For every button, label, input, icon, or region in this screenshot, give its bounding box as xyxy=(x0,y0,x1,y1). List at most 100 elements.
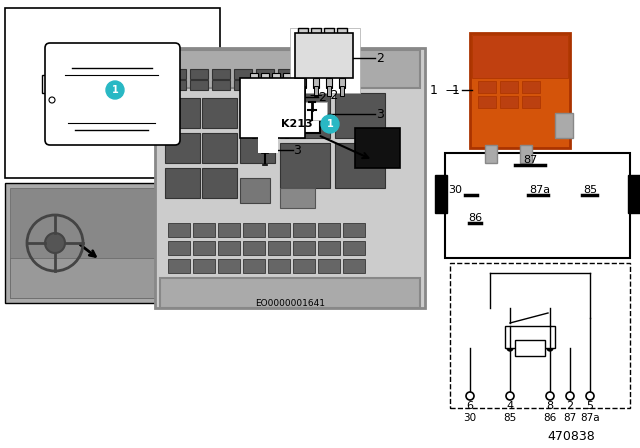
Text: 470838: 470838 xyxy=(547,430,595,443)
Bar xyxy=(160,50,420,88)
Bar xyxy=(293,223,315,237)
Circle shape xyxy=(49,97,55,103)
Bar xyxy=(293,241,315,255)
Bar xyxy=(324,28,334,36)
FancyBboxPatch shape xyxy=(45,43,180,145)
Circle shape xyxy=(507,345,513,351)
Circle shape xyxy=(586,392,594,400)
Text: 4: 4 xyxy=(506,401,513,411)
Bar xyxy=(243,223,265,237)
Bar xyxy=(485,145,497,163)
Bar xyxy=(500,81,518,93)
Bar xyxy=(327,86,331,96)
Bar xyxy=(522,81,540,93)
Bar xyxy=(234,69,252,79)
Bar xyxy=(285,113,290,123)
Text: 2: 2 xyxy=(318,90,326,103)
Bar xyxy=(252,113,257,123)
Text: 6: 6 xyxy=(467,401,474,411)
Bar xyxy=(247,83,297,113)
Bar xyxy=(168,80,186,90)
Bar xyxy=(278,80,296,90)
Bar xyxy=(278,69,296,79)
Text: 85: 85 xyxy=(583,185,597,195)
Bar xyxy=(301,86,305,96)
Bar xyxy=(252,123,255,138)
Text: 85: 85 xyxy=(504,413,516,423)
Bar xyxy=(300,78,306,88)
Circle shape xyxy=(547,345,553,351)
Text: 86: 86 xyxy=(543,413,557,423)
Bar xyxy=(10,188,155,298)
Text: 1  —: 1 — xyxy=(429,83,458,96)
Bar xyxy=(318,259,340,273)
Bar xyxy=(258,133,278,153)
Bar xyxy=(234,80,252,90)
Bar xyxy=(435,175,447,213)
Bar xyxy=(283,73,291,83)
Circle shape xyxy=(546,392,554,400)
Bar xyxy=(298,28,308,36)
Circle shape xyxy=(45,233,65,253)
Bar xyxy=(355,128,400,168)
Bar xyxy=(165,133,200,163)
Bar xyxy=(193,241,215,255)
Bar xyxy=(5,183,160,303)
Bar xyxy=(218,259,240,273)
Bar xyxy=(193,223,215,237)
Bar xyxy=(318,241,340,255)
Bar xyxy=(318,223,340,237)
Bar xyxy=(190,80,208,90)
Bar xyxy=(339,78,345,88)
Bar xyxy=(450,263,630,408)
Bar xyxy=(168,241,190,255)
Bar xyxy=(326,78,332,88)
Circle shape xyxy=(466,392,474,400)
Bar xyxy=(212,69,230,79)
Bar xyxy=(343,223,365,237)
Bar xyxy=(155,48,425,308)
Bar xyxy=(268,259,290,273)
Bar xyxy=(522,96,540,108)
Bar xyxy=(168,259,190,273)
Bar xyxy=(340,86,344,96)
Circle shape xyxy=(321,115,339,133)
Bar xyxy=(190,69,208,79)
Bar xyxy=(311,28,321,36)
Bar xyxy=(555,113,573,138)
Bar xyxy=(274,113,279,123)
Circle shape xyxy=(106,81,124,99)
Bar xyxy=(168,69,186,79)
Bar xyxy=(520,145,532,163)
Text: EO0000001641: EO0000001641 xyxy=(255,298,325,307)
Bar xyxy=(168,223,190,237)
Bar xyxy=(515,340,545,356)
Bar xyxy=(280,93,330,138)
Bar xyxy=(335,143,385,188)
Bar xyxy=(275,115,320,133)
Bar xyxy=(290,28,360,93)
Text: 1: 1 xyxy=(326,119,333,129)
Bar xyxy=(470,33,570,148)
Bar xyxy=(313,78,319,88)
Text: 1: 1 xyxy=(111,85,118,95)
Bar xyxy=(218,223,240,237)
Bar xyxy=(272,73,280,83)
Bar xyxy=(263,123,266,138)
Bar xyxy=(500,96,518,108)
Bar xyxy=(256,80,274,90)
Circle shape xyxy=(566,392,574,400)
Bar xyxy=(243,259,265,273)
Text: 87: 87 xyxy=(563,413,577,423)
Circle shape xyxy=(506,392,514,400)
Bar xyxy=(202,133,237,163)
Bar xyxy=(263,113,268,123)
Bar xyxy=(173,75,183,93)
Text: 2: 2 xyxy=(566,401,573,411)
Bar xyxy=(285,123,288,138)
Bar xyxy=(240,78,305,138)
Bar xyxy=(293,259,315,273)
Text: K213: K213 xyxy=(281,119,313,129)
Bar xyxy=(274,123,277,138)
FancyBboxPatch shape xyxy=(445,153,630,258)
